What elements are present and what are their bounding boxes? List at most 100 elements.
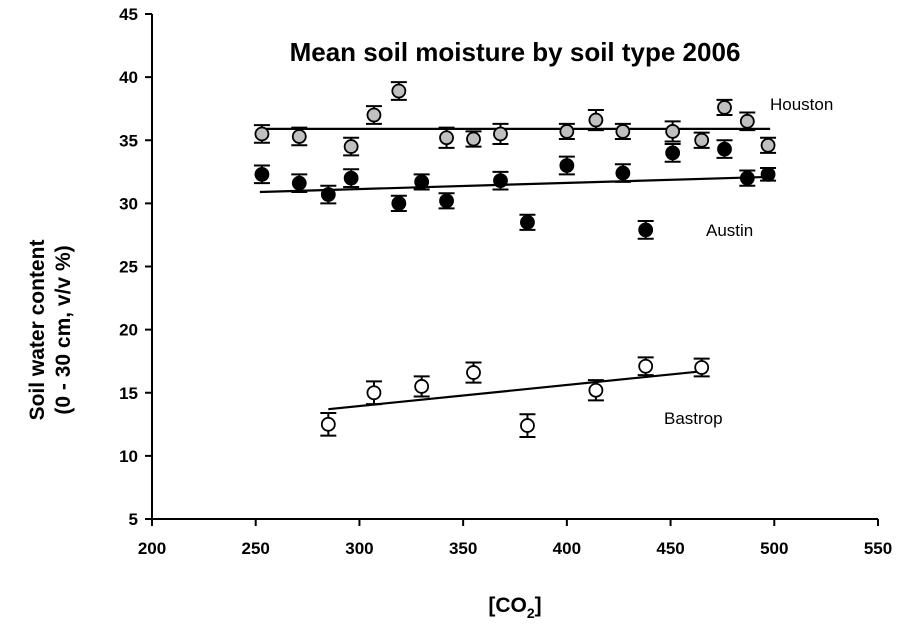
point-bastrop <box>320 411 337 437</box>
x-tick-label: 250 <box>242 539 270 558</box>
marker <box>760 166 776 182</box>
marker <box>559 124 575 139</box>
y-tick-label: 20 <box>119 321 138 340</box>
marker <box>439 130 454 146</box>
point-austin <box>253 164 270 185</box>
chart-title: Mean soil moisture by soil type 2006 <box>290 37 741 67</box>
marker <box>366 107 382 123</box>
y-tick-label: 45 <box>119 5 138 24</box>
point-houston <box>438 126 455 149</box>
marker <box>439 193 454 209</box>
point-austin <box>637 220 654 240</box>
marker <box>665 145 681 161</box>
x-axis-title-prefix: [CO <box>488 594 527 617</box>
series-label-bastrop: Bastrop <box>664 409 723 428</box>
point-houston <box>760 136 777 154</box>
marker <box>588 112 604 128</box>
point-austin <box>716 139 733 159</box>
marker <box>638 222 654 238</box>
marker <box>414 174 430 190</box>
data-points <box>253 81 777 438</box>
y-axis-title-line2: (0 - 30 cm, v/v %) <box>52 245 75 414</box>
fit-line-austin <box>259 175 771 194</box>
point-austin <box>320 184 337 205</box>
marker <box>391 195 407 211</box>
point-houston <box>739 111 756 132</box>
point-austin <box>519 213 536 231</box>
marker <box>559 158 575 173</box>
marker <box>291 129 307 144</box>
point-houston <box>587 108 604 132</box>
point-austin <box>390 194 407 212</box>
point-houston <box>614 122 631 140</box>
x-tick-label: 300 <box>345 539 373 558</box>
y-tick-label: 5 <box>129 510 138 529</box>
point-bastrop <box>365 380 382 406</box>
marker <box>694 360 710 375</box>
marker <box>717 100 732 115</box>
marker <box>254 126 270 142</box>
marker <box>466 365 481 380</box>
point-houston <box>343 136 360 157</box>
point-bastrop <box>519 413 536 438</box>
point-austin <box>291 173 308 194</box>
x-axis-title-suffix: ] <box>535 594 542 617</box>
series-label-austin: Austin <box>706 221 753 240</box>
marker <box>466 131 481 147</box>
marker <box>414 379 430 394</box>
marker <box>665 124 681 139</box>
point-bastrop <box>637 356 654 377</box>
fit-lines <box>259 127 771 411</box>
x-tick-label: 500 <box>760 539 788 558</box>
marker <box>615 165 631 181</box>
point-houston <box>291 126 308 147</box>
point-austin <box>343 168 360 188</box>
marker <box>739 170 755 186</box>
y-tick-label: 40 <box>119 68 138 87</box>
y-tick-label: 10 <box>119 447 138 466</box>
y-tick-label: 35 <box>119 131 138 150</box>
point-austin <box>760 166 777 182</box>
y-axis-title-line1: Soil water content <box>26 240 49 421</box>
fit-line-bastrop <box>328 370 702 411</box>
x-axis-title: [CO2] <box>488 594 541 621</box>
point-austin <box>739 169 756 187</box>
marker <box>739 113 755 129</box>
point-bastrop <box>587 379 604 402</box>
point-houston <box>390 81 407 101</box>
marker <box>694 132 710 148</box>
marker <box>520 214 535 230</box>
marker <box>493 126 508 142</box>
marker <box>615 124 631 139</box>
marker <box>343 139 359 154</box>
point-austin <box>614 163 631 183</box>
point-austin <box>413 173 430 191</box>
x-tick-label: 200 <box>138 539 166 558</box>
x-tick-label: 350 <box>449 539 477 558</box>
point-bastrop <box>465 361 482 384</box>
marker <box>343 170 359 186</box>
marker <box>391 83 407 99</box>
axes: 5 10 15 20 25 30 35 40 45 200 250 300 350 400 450 500 55… <box>119 5 892 558</box>
marker <box>366 385 382 401</box>
x-tick-label: 400 <box>553 539 581 558</box>
marker <box>320 416 336 432</box>
point-houston <box>465 130 482 148</box>
marker <box>717 141 732 157</box>
y-tick-label: 15 <box>119 384 138 403</box>
point-houston <box>664 120 681 143</box>
marker <box>588 382 604 398</box>
point-austin <box>558 155 575 176</box>
x-tick-label: 550 <box>864 539 892 558</box>
y-tick-label: 25 <box>119 258 138 277</box>
marker <box>493 173 508 189</box>
point-austin <box>438 192 455 210</box>
marker <box>291 175 307 191</box>
marker <box>638 358 654 374</box>
series-label-houston: Houston <box>770 95 833 114</box>
point-houston <box>716 98 733 116</box>
marker <box>760 137 776 153</box>
point-houston <box>558 122 575 140</box>
point-bastrop <box>693 357 710 378</box>
